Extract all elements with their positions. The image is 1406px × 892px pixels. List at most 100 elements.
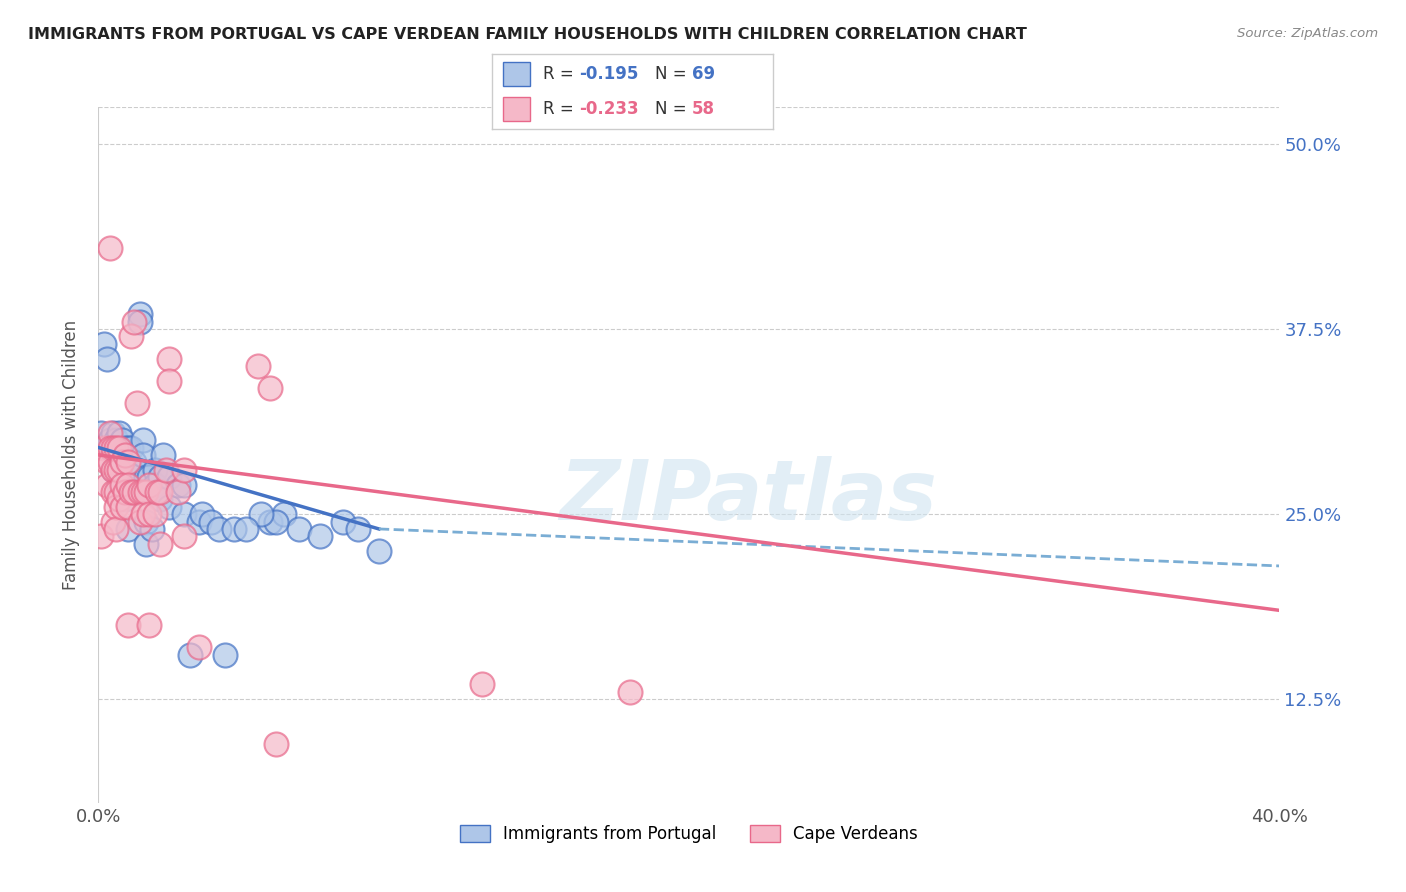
- Point: [111, 477, 134, 491]
- Point: [108, 463, 131, 477]
- Point: [214, 648, 236, 662]
- Point: [98, 441, 121, 455]
- Point: [103, 425, 125, 440]
- Point: [105, 441, 128, 455]
- Point: [128, 515, 150, 529]
- Point: [208, 522, 231, 536]
- Point: [128, 484, 150, 499]
- Point: [120, 484, 142, 499]
- Point: [120, 441, 142, 455]
- Point: [108, 492, 131, 507]
- Point: [173, 529, 195, 543]
- Point: [103, 484, 125, 499]
- Point: [108, 441, 131, 455]
- Point: [117, 455, 139, 469]
- Point: [90, 529, 112, 543]
- Point: [122, 315, 145, 329]
- Point: [135, 537, 157, 551]
- Point: [141, 522, 163, 536]
- Text: -0.233: -0.233: [579, 100, 638, 118]
- Point: [96, 351, 118, 366]
- Point: [132, 507, 155, 521]
- Point: [111, 500, 134, 514]
- Point: [105, 433, 128, 447]
- Point: [128, 307, 150, 321]
- Point: [187, 515, 209, 529]
- Point: [122, 455, 145, 469]
- Legend: Immigrants from Portugal, Cape Verdeans: Immigrants from Portugal, Cape Verdeans: [453, 819, 925, 850]
- Point: [111, 433, 134, 447]
- Point: [138, 477, 160, 491]
- Point: [132, 433, 155, 447]
- Point: [105, 522, 128, 536]
- Point: [246, 359, 269, 373]
- Point: [173, 463, 195, 477]
- Point: [146, 484, 169, 499]
- Point: [187, 640, 209, 655]
- Point: [259, 381, 281, 395]
- Point: [122, 484, 145, 499]
- Point: [368, 544, 391, 558]
- Point: [167, 484, 190, 499]
- Point: [108, 463, 131, 477]
- FancyBboxPatch shape: [503, 62, 530, 87]
- Point: [114, 477, 136, 491]
- Point: [619, 685, 641, 699]
- Point: [105, 463, 128, 477]
- Point: [108, 477, 131, 491]
- Point: [93, 441, 115, 455]
- Point: [105, 484, 128, 499]
- Point: [103, 463, 125, 477]
- Point: [105, 500, 128, 514]
- Point: [117, 500, 139, 514]
- Point: [146, 484, 169, 499]
- Point: [173, 477, 195, 491]
- Point: [155, 463, 177, 477]
- Point: [98, 241, 121, 255]
- Point: [347, 522, 370, 536]
- Point: [157, 351, 180, 366]
- Point: [138, 470, 160, 484]
- Text: 69: 69: [692, 65, 714, 83]
- Point: [132, 448, 155, 462]
- Point: [114, 441, 136, 455]
- Point: [117, 477, 139, 491]
- Point: [259, 515, 281, 529]
- Point: [288, 522, 311, 536]
- Point: [157, 470, 180, 484]
- FancyBboxPatch shape: [503, 96, 530, 121]
- Text: Source: ZipAtlas.com: Source: ZipAtlas.com: [1237, 27, 1378, 40]
- Point: [117, 618, 139, 632]
- Point: [191, 507, 214, 521]
- Text: -0.195: -0.195: [579, 65, 638, 83]
- Point: [114, 448, 136, 462]
- Text: N =: N =: [655, 65, 692, 83]
- Point: [111, 455, 134, 469]
- Point: [125, 463, 148, 477]
- Point: [103, 441, 125, 455]
- Point: [103, 441, 125, 455]
- Point: [98, 425, 121, 440]
- Point: [167, 477, 190, 491]
- Point: [173, 507, 195, 521]
- Y-axis label: Family Households with Children: Family Households with Children: [62, 320, 80, 590]
- Point: [98, 433, 121, 447]
- Point: [235, 522, 257, 536]
- Point: [125, 484, 148, 499]
- Point: [105, 441, 128, 455]
- Point: [149, 484, 172, 499]
- Point: [273, 507, 295, 521]
- Point: [117, 522, 139, 536]
- Point: [332, 515, 354, 529]
- Point: [200, 515, 222, 529]
- Point: [157, 500, 180, 514]
- Point: [90, 425, 112, 440]
- Point: [103, 463, 125, 477]
- Point: [120, 329, 142, 343]
- Text: R =: R =: [543, 100, 579, 118]
- Point: [128, 315, 150, 329]
- Point: [122, 477, 145, 491]
- Point: [114, 492, 136, 507]
- Point: [117, 484, 139, 499]
- Point: [114, 484, 136, 499]
